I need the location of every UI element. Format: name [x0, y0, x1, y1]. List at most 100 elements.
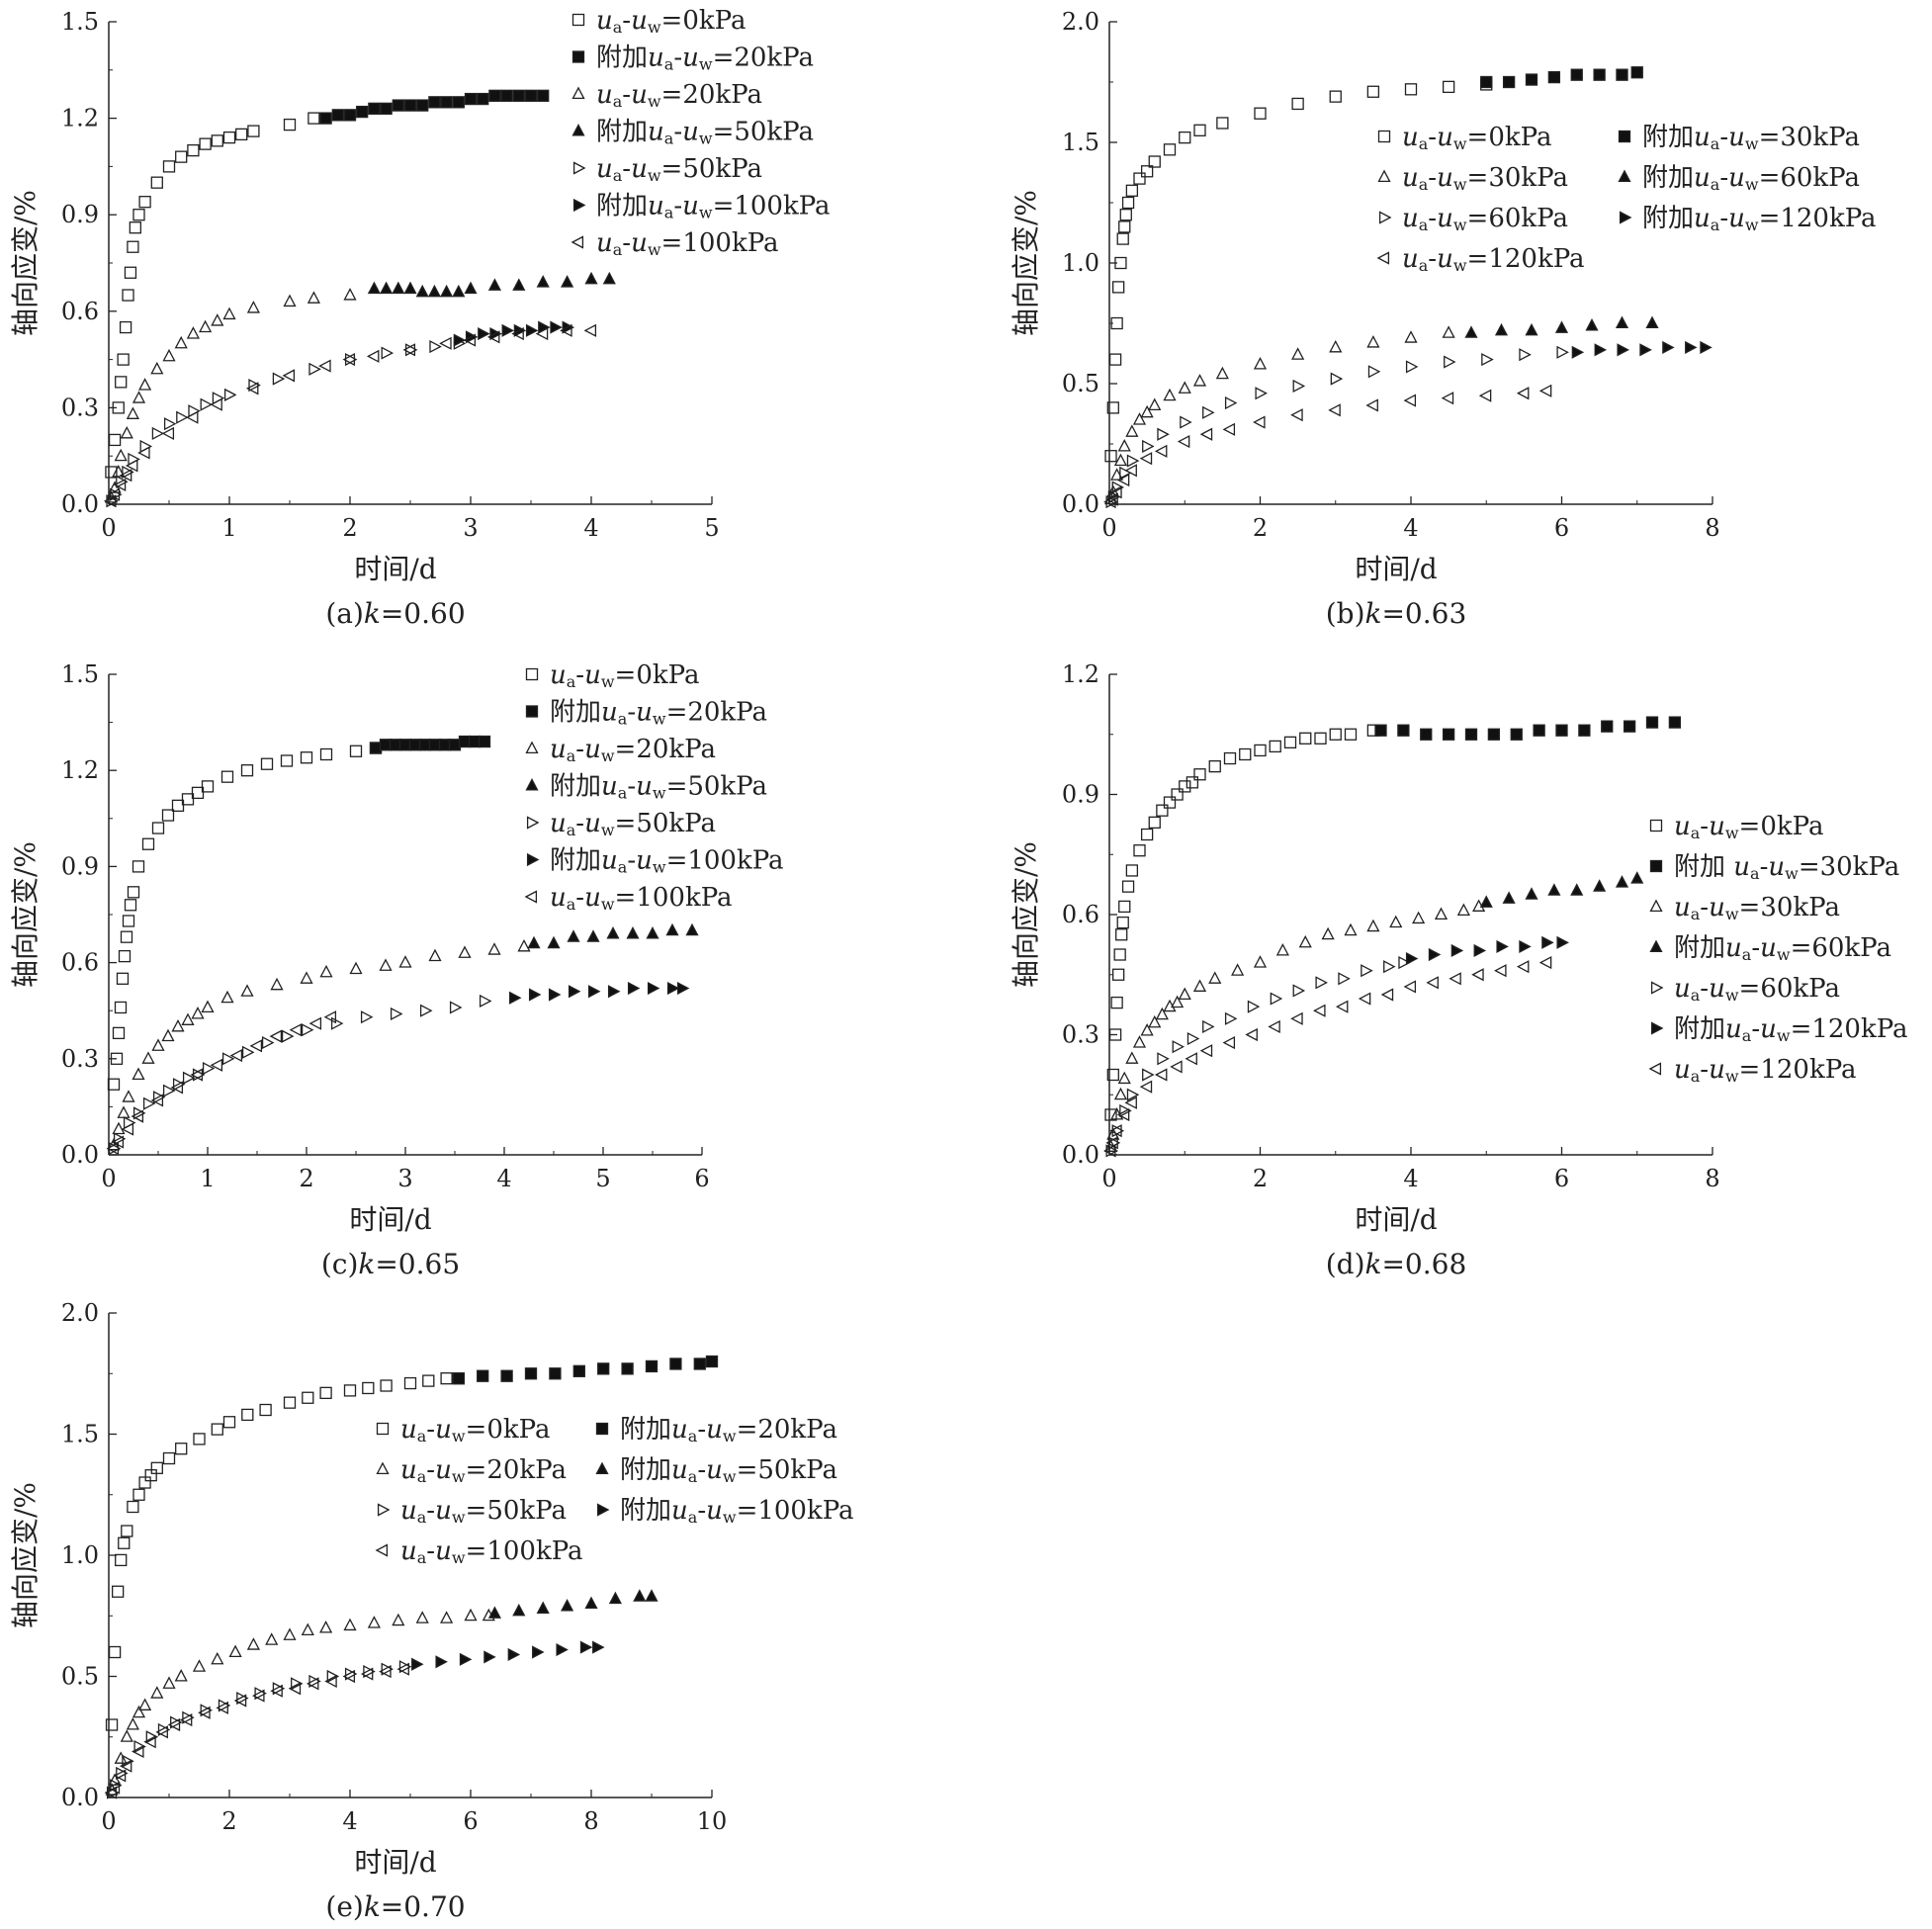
legend-label: ua-uw=0kPa [550, 660, 699, 691]
data-point [307, 291, 320, 304]
x-tick-label: 2 [299, 1165, 313, 1192]
data-point [132, 391, 146, 403]
data-point [192, 1659, 207, 1672]
x-tick-label: 3 [463, 514, 478, 542]
x-tick-label: 5 [595, 1165, 610, 1192]
legend-label: ua-uw=0kPa [596, 6, 746, 37]
data-point [302, 1391, 314, 1404]
data-point [439, 336, 452, 350]
series-1 [1480, 66, 1643, 89]
x-tick-label: 10 [697, 1807, 728, 1835]
data-point [1321, 926, 1335, 940]
data-point [171, 799, 185, 812]
data-point [116, 972, 130, 985]
data-point [1291, 97, 1304, 111]
data-point [176, 410, 189, 424]
data-point [1366, 335, 1380, 348]
data-point [133, 1739, 146, 1754]
data-point [1216, 117, 1229, 130]
data-point [633, 1589, 647, 1602]
data-point [1361, 964, 1373, 978]
data-point [500, 89, 513, 102]
data-point [1253, 415, 1266, 429]
data-point [1163, 999, 1177, 1012]
data-point [170, 1715, 183, 1729]
data-point [1623, 720, 1636, 733]
y-tick-label: 0.5 [61, 1663, 99, 1691]
x-tick-label: 8 [1705, 1165, 1719, 1192]
data-point [1140, 404, 1154, 418]
y-tick-label: 2.0 [1062, 8, 1099, 36]
data-point [127, 886, 140, 899]
data-point [1487, 728, 1501, 741]
data-point [1478, 389, 1492, 402]
data-point [116, 1766, 129, 1781]
legend-label: ua-uw=120kPa [1402, 244, 1585, 275]
data-point [1275, 943, 1289, 956]
data-point [228, 1644, 242, 1658]
data-point [1700, 340, 1712, 354]
data-point [283, 1396, 297, 1409]
data-point [1139, 452, 1153, 466]
data-point [1268, 1019, 1280, 1033]
data-point [260, 757, 274, 770]
data-point [665, 922, 679, 936]
data-point [1179, 780, 1191, 793]
data-point [1615, 315, 1629, 329]
data-point [429, 340, 442, 354]
legend-marker [525, 778, 539, 791]
data-point [1108, 353, 1122, 366]
data-point [241, 1408, 254, 1422]
data-point [324, 1674, 337, 1688]
chart-panel-a: 0 1 2 3 4 5 0.0 0.3 0.6 0.9 1.2 1.5 时间/d 轴向应变/% (a)k=0… [9, 6, 831, 630]
data-point [1193, 124, 1206, 136]
series-0 [107, 742, 383, 1091]
data-point [597, 1362, 610, 1375]
series-6 [1103, 956, 1552, 1158]
data-point [381, 1662, 395, 1676]
data-point [428, 96, 441, 109]
data-point [270, 1684, 283, 1698]
y-tick-label: 0.6 [61, 298, 99, 325]
series-1 [319, 89, 550, 125]
data-point [112, 1585, 125, 1598]
data-point [182, 1071, 196, 1085]
data-point [1344, 728, 1358, 741]
series-4 [106, 336, 467, 508]
legend-marker [377, 1503, 391, 1517]
data-point [307, 112, 320, 125]
data-point [1383, 960, 1396, 974]
data-point [1178, 381, 1191, 394]
data-point [621, 1362, 634, 1375]
data-point [222, 307, 236, 320]
series-3 [1479, 871, 1644, 908]
legend-label: ua-uw=20kPa [400, 1455, 567, 1486]
data-point [512, 1603, 526, 1617]
data-point [1185, 1052, 1197, 1066]
data-point [666, 981, 680, 996]
data-point [342, 1669, 356, 1684]
data-point [608, 1591, 622, 1605]
data-point [1525, 322, 1538, 336]
data-point [1239, 747, 1252, 761]
data-point [478, 735, 491, 748]
legend-label: 附加ua-uw=30kPa [1642, 123, 1860, 153]
data-point [1148, 155, 1161, 168]
series-4 [107, 1660, 412, 1799]
data-point [1292, 984, 1306, 998]
data-point [104, 1786, 118, 1799]
legend-marker [1648, 1062, 1662, 1076]
data-point [592, 1640, 605, 1654]
data-point [463, 333, 477, 347]
data-point [479, 994, 492, 1008]
data-point [1105, 494, 1118, 509]
data-point [1254, 744, 1267, 757]
data-point [1105, 492, 1118, 506]
data-point [289, 1023, 303, 1037]
legend-marker [375, 1543, 389, 1557]
data-point [1113, 1087, 1128, 1100]
legend-label: 附加ua-uw=100kPa [550, 846, 784, 877]
legend-marker [571, 86, 585, 100]
data-point [1172, 1040, 1186, 1054]
data-point [107, 1078, 121, 1091]
